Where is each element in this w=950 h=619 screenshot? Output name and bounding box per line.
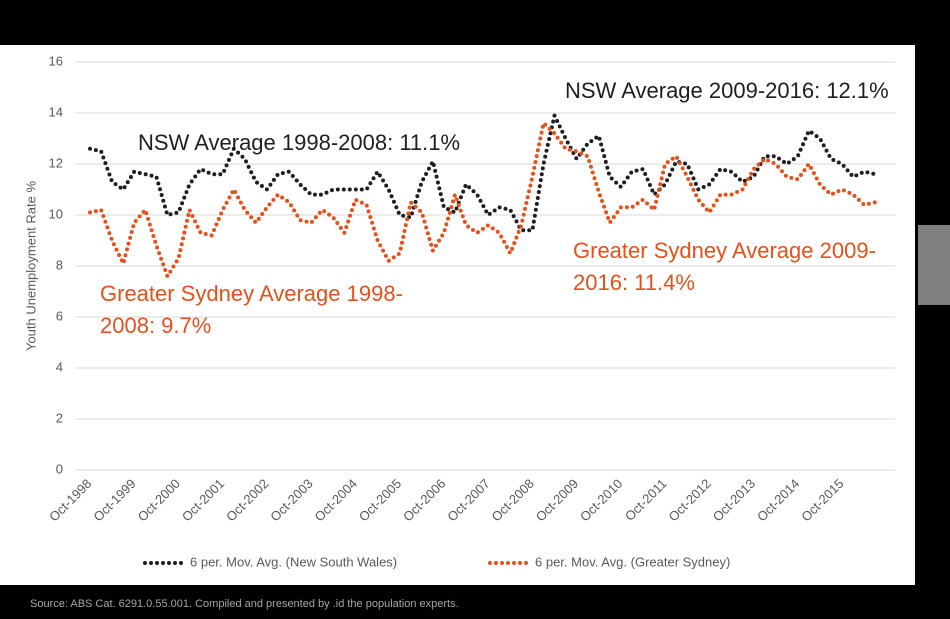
annotation: Greater Sydney Average 1998- xyxy=(100,281,403,306)
chart-area xyxy=(0,45,915,585)
source: Source: ABS Cat. 6291.0.55.001. Compiled… xyxy=(30,598,459,610)
series-line xyxy=(88,119,878,281)
annotation: NSW Average 1998-2008: 11.1% xyxy=(138,130,460,155)
y-tick-label: 10 xyxy=(49,206,63,221)
y-tick-label: 16 xyxy=(49,53,63,68)
legend-label: 6 per. Mov. Avg. (Greater Sydney) xyxy=(535,554,730,569)
y-tick-label: 14 xyxy=(49,104,63,119)
y-tick-label: 4 xyxy=(56,359,63,374)
series-line xyxy=(88,109,878,233)
annotation: 2016: 11.4% xyxy=(573,270,695,295)
y-tick-label: 8 xyxy=(56,257,63,272)
annotation: Greater Sydney Average 2009- xyxy=(573,238,876,263)
y-axis-label: Youth Unemployment Rate % xyxy=(23,181,38,352)
legend-label: 6 per. Mov. Avg. (New South Wales) xyxy=(190,554,397,569)
annotation: NSW Average 2009-2016: 12.1% xyxy=(565,78,889,103)
y-tick-label: 6 xyxy=(56,308,63,323)
y-tick-label: 2 xyxy=(56,410,63,425)
y-tick-label: 0 xyxy=(56,461,63,476)
y-tick-label: 12 xyxy=(49,155,63,170)
annotation: 2008: 9.7% xyxy=(100,313,211,338)
side-tab xyxy=(918,225,950,305)
